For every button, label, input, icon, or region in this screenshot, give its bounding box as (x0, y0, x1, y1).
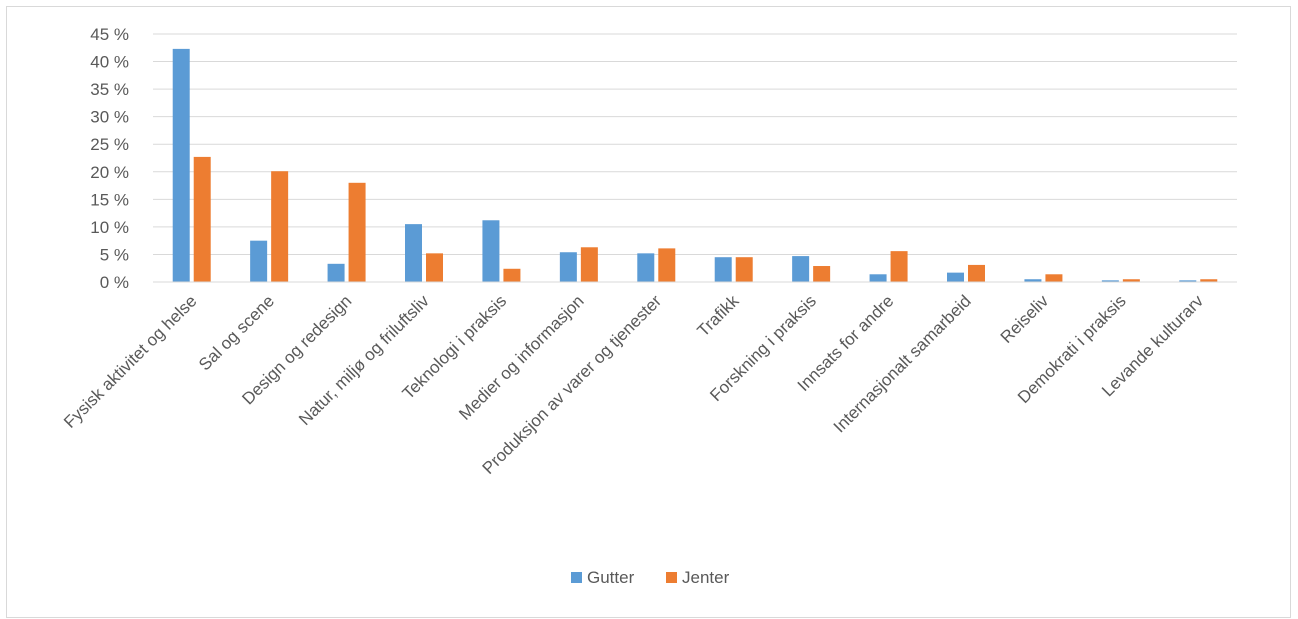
legend-swatch-gutter (571, 572, 582, 583)
x-category-label: Sal og scene (195, 291, 278, 374)
bar-jenter (580, 247, 598, 282)
y-tick-label: 25 % (90, 135, 129, 154)
gridlines (153, 33, 1237, 255)
bar-gutter (172, 48, 190, 282)
bar-gutter (482, 220, 500, 282)
bar-gutter (559, 252, 577, 282)
bar-jenter (735, 257, 753, 282)
y-axis-ticks: 0 % 5 % 10 % 15 % 20 % 25 % 30 % 35 % 40 % 45 % (90, 25, 129, 292)
bar-gutter (1179, 280, 1197, 282)
y-tick-label: 15 % (90, 190, 129, 209)
bar-jenter (271, 171, 289, 282)
bar-gutter (637, 253, 655, 282)
legend-label-gutter: Gutter (587, 568, 635, 587)
bar-jenter (968, 264, 985, 282)
legend-label-jenter: Jenter (682, 568, 730, 587)
bar-jenter (426, 253, 443, 282)
x-category-label: Internasjonalt samarbeid (830, 291, 975, 436)
bar-jenter (813, 266, 831, 282)
bar-jenter (1045, 274, 1063, 282)
bar-gutter (714, 257, 732, 282)
bar-gutter (792, 256, 810, 282)
bar-gutter (1024, 279, 1042, 282)
bar-jenter (193, 156, 211, 282)
legend-swatch-jenter (666, 572, 677, 583)
bar-gutter (869, 274, 887, 282)
chart-frame (6, 6, 1291, 618)
y-tick-label: 30 % (90, 108, 129, 127)
x-category-label: Fysisk aktivitet og helse (60, 291, 200, 431)
legend: Gutter Jenter (571, 568, 730, 587)
bar-gutter (327, 263, 345, 282)
bar-jenter (658, 248, 676, 282)
bar-gutter (1101, 280, 1119, 282)
bar-gutter (405, 224, 422, 282)
x-category-label: Reiseliv (997, 291, 1053, 347)
bar-jenter (1122, 279, 1140, 282)
y-tick-label: 35 % (90, 80, 129, 99)
y-tick-label: 10 % (90, 218, 129, 237)
y-tick-label: 5 % (100, 245, 129, 264)
x-category-label: Medier og informasjon (455, 291, 587, 423)
bars (172, 48, 1218, 282)
bar-jenter (503, 268, 521, 282)
bar-jenter (1200, 279, 1218, 282)
y-tick-label: 40 % (90, 53, 129, 72)
bar-jenter (890, 251, 908, 282)
y-tick-label: 45 % (90, 25, 129, 44)
y-tick-label: 20 % (90, 163, 129, 182)
x-category-label: Trafikk (693, 291, 742, 340)
bar-gutter (250, 240, 268, 282)
bar-jenter (348, 182, 366, 282)
y-tick-label: 0 % (100, 273, 129, 292)
bar-gutter (947, 272, 964, 282)
x-category-label: Natur, miljø og friluftsliv (295, 291, 433, 429)
